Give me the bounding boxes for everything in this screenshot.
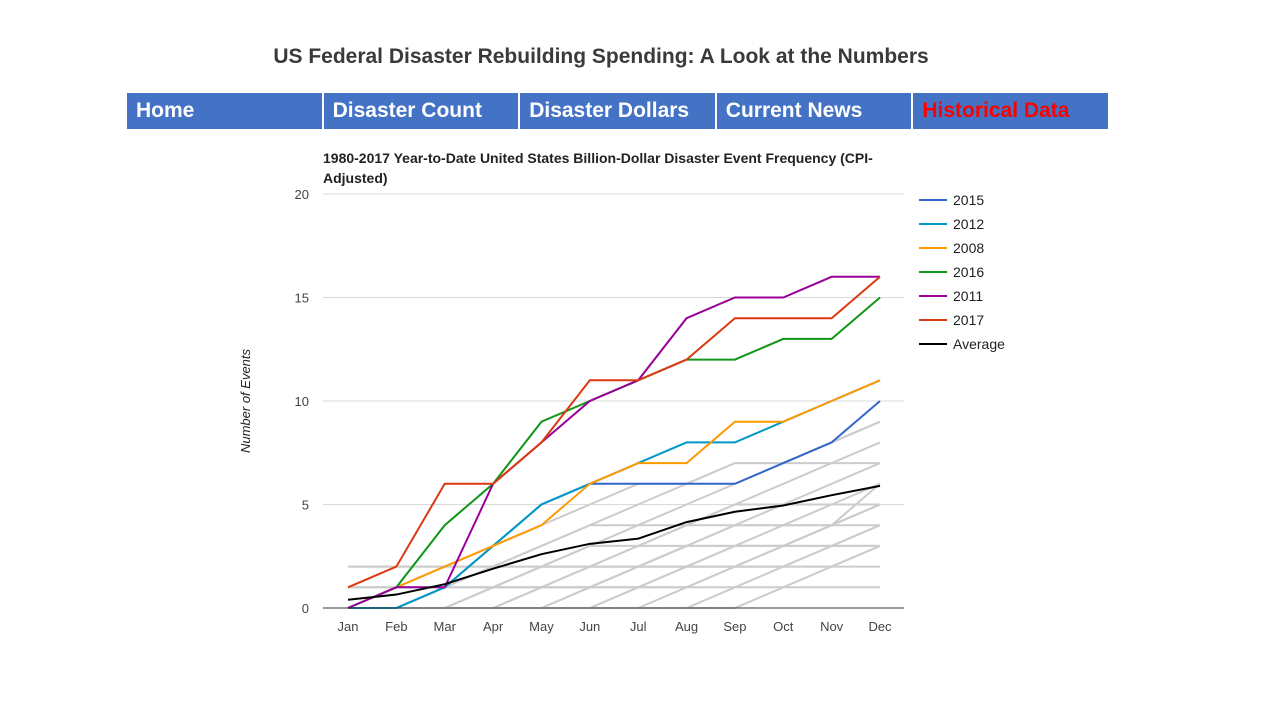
- x-tick-label: Jan: [338, 619, 359, 634]
- y-tick-label: 0: [302, 601, 309, 616]
- y-tick-label: 15: [295, 291, 309, 306]
- x-tick-label: May: [529, 619, 554, 634]
- nav-historical-data[interactable]: Historical Data: [913, 93, 1108, 129]
- series-line-2017: [347, 276, 881, 589]
- background-year-line: [348, 503, 880, 609]
- legend-label: 2016: [953, 264, 984, 280]
- legend-label: 2011: [953, 288, 983, 304]
- legend-label: 2017: [953, 312, 984, 328]
- nav-disaster-dollars[interactable]: Disaster Dollars: [520, 93, 717, 129]
- page-title: US Federal Disaster Rebuilding Spending:…: [273, 45, 929, 68]
- series-line-2011: [347, 275, 880, 609]
- series-line-2008: [347, 379, 881, 609]
- legend-label: Average: [953, 336, 1005, 352]
- nav-disaster-count[interactable]: Disaster Count: [323, 93, 521, 129]
- series-line-2016: [347, 296, 881, 609]
- series-line-average: [347, 484, 881, 601]
- chart-title-line-1: 1980-2017 Year-to-Date United States Bil…: [323, 150, 873, 166]
- nav-current-news[interactable]: Current News: [716, 93, 914, 129]
- x-tick-label: Nov: [820, 619, 844, 634]
- x-tick-label: Jun: [579, 619, 600, 634]
- x-tick-label: Jul: [630, 619, 647, 634]
- nav-bar: Home Disaster Count Disaster Dollars Cur…: [127, 93, 1108, 129]
- x-tick-label: Feb: [385, 619, 407, 634]
- legend-label: 2015: [953, 192, 984, 208]
- y-axis-label: Number of Events: [238, 348, 253, 453]
- x-tick-label: Oct: [773, 619, 794, 634]
- x-tick-label: Dec: [868, 619, 892, 634]
- y-tick-label: 10: [295, 394, 309, 409]
- x-tick-label: Mar: [434, 619, 457, 634]
- y-tick-label: 20: [295, 187, 309, 202]
- x-tick-label: Aug: [675, 619, 698, 634]
- legend-label: 2008: [953, 240, 984, 256]
- x-tick-label: Apr: [483, 619, 504, 634]
- nav-home[interactable]: Home: [127, 93, 324, 129]
- x-tick-label: Sep: [723, 619, 746, 634]
- chart-title-line-2: Adjusted): [323, 170, 388, 186]
- legend-label: 2012: [953, 216, 984, 232]
- y-tick-label: 5: [302, 498, 309, 513]
